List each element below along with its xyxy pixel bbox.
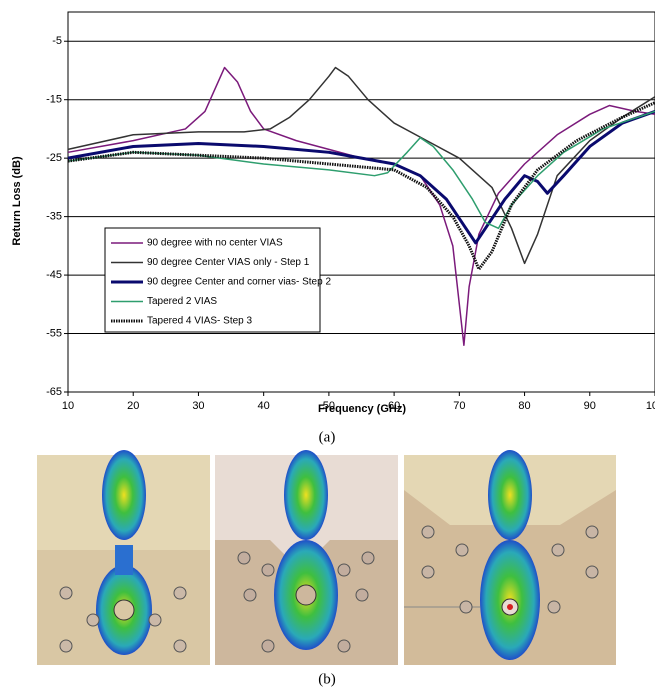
x-tick-label: 100 [646, 400, 655, 412]
legend-label: Tapered 4 VIAS- Step 3 [147, 316, 253, 327]
y-tick-label: -5 [52, 35, 62, 47]
chart: Frequency (GHz) Return Loss (dB) (a) -5 -… [11, 11, 655, 445]
x-tick-label: 60 [388, 400, 400, 412]
series-line [67, 110, 655, 230]
x-tick-label: 10 [62, 400, 74, 412]
x-tick-label: 20 [127, 400, 139, 412]
y-tick-label: -35 [46, 211, 62, 223]
y-axis-title: Return Loss (dB) [11, 156, 23, 246]
x-tick-label: 40 [258, 400, 270, 412]
field-image [37, 450, 210, 665]
field-image [215, 450, 398, 665]
field-image [404, 450, 616, 665]
plot-frame [67, 11, 655, 393]
legend: 90 degree with no center VIAS 90 degree C… [104, 227, 331, 333]
series-line [67, 66, 655, 265]
x-tick-label: 70 [453, 400, 465, 412]
field-plots: (b) [37, 450, 616, 687]
y-tick-label: -55 [46, 327, 62, 339]
legend-label: 90 degree Center VIAS only - Step 1 [147, 257, 310, 268]
y-tick-label: -25 [46, 152, 62, 164]
x-axis-title: Frequency (GHz) [318, 403, 406, 415]
y-tick-label: -45 [46, 269, 62, 281]
y-tick-label: -65 [46, 386, 62, 398]
caption: (a) [319, 429, 336, 445]
x-tick-label: 90 [584, 400, 596, 412]
x-tick-label: 50 [323, 400, 335, 412]
series-line [67, 109, 655, 245]
y-tick-label: -15 [46, 94, 62, 106]
x-tick-label: 80 [518, 400, 530, 412]
caption: (b) [318, 671, 336, 687]
legend-label: 90 degree with no center VIAS [147, 238, 283, 249]
legend-label: 90 degree Center and corner vias- Step 2 [147, 277, 331, 288]
series-line [67, 101, 655, 271]
legend-box [104, 227, 321, 333]
x-tick-label: 30 [192, 400, 204, 412]
legend-label: Tapered 2 VIAS [147, 296, 217, 307]
